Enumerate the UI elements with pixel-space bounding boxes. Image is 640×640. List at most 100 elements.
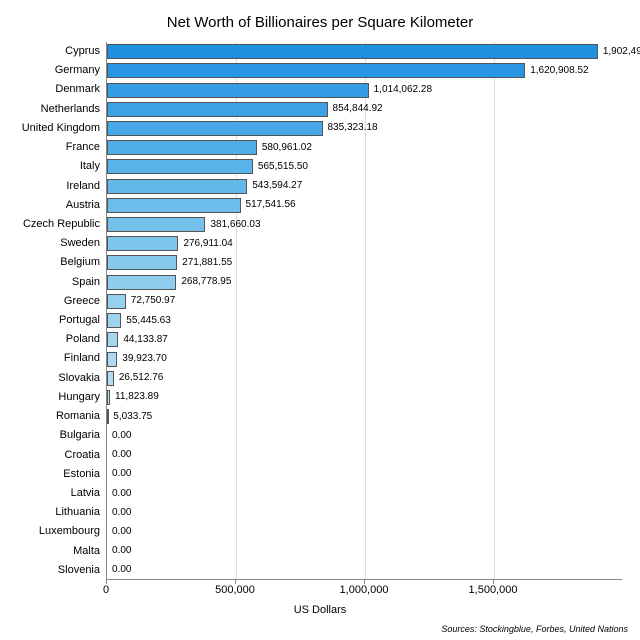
bar-value-label: 268,778.95 — [181, 276, 231, 287]
y-category-label: Croatia — [0, 446, 100, 465]
y-category-label: Czech Republic — [0, 215, 100, 234]
bar — [107, 179, 247, 194]
bar-row: 44,133.87 — [107, 330, 622, 349]
y-category-label: Cyprus — [0, 42, 100, 61]
bar — [107, 255, 177, 270]
bar-row: 381,660.03 — [107, 215, 622, 234]
bar — [107, 332, 118, 347]
bar-value-label: 0.00 — [112, 507, 131, 518]
bar-row: 5,033.75 — [107, 407, 622, 426]
bar-row: 0.00 — [107, 561, 622, 580]
y-category-label: Estonia — [0, 465, 100, 484]
y-category-label: Germany — [0, 61, 100, 80]
bar-value-label: 1,014,062.28 — [374, 84, 432, 95]
bar — [107, 275, 176, 290]
y-category-label: Portugal — [0, 311, 100, 330]
y-category-label: United Kingdom — [0, 119, 100, 138]
bar — [107, 83, 369, 98]
x-tick-label: 1,500,000 — [469, 584, 518, 596]
bar-value-label: 5,033.75 — [113, 411, 152, 422]
plot-area: 1,902,497.03 1,620,908.52 1,014,062.28 854,… — [106, 42, 622, 580]
bar-value-label: 0.00 — [112, 449, 131, 460]
bar — [107, 371, 114, 386]
bar-value-label: 0.00 — [112, 564, 131, 575]
x-tick-label: 500,000 — [215, 584, 255, 596]
y-category-label: Belgium — [0, 253, 100, 272]
bar-value-label: 517,541.56 — [246, 199, 296, 210]
bar-row: 11,823.89 — [107, 388, 622, 407]
bar-value-label: 55,445.63 — [126, 315, 171, 326]
y-category-label: Slovenia — [0, 561, 100, 580]
bar-value-label: 0.00 — [112, 526, 131, 537]
bar-row: 517,541.56 — [107, 196, 622, 215]
y-category-label: Finland — [0, 349, 100, 368]
bar-row: 835,323.18 — [107, 119, 622, 138]
bar-value-label: 580,961.02 — [262, 142, 312, 153]
bar-row: 55,445.63 — [107, 311, 622, 330]
bar-row: 580,961.02 — [107, 138, 622, 157]
y-category-label: Greece — [0, 292, 100, 311]
bar — [107, 159, 253, 174]
x-tick-label: 0 — [103, 584, 109, 596]
bar-row: 0.00 — [107, 446, 622, 465]
y-category-label: France — [0, 138, 100, 157]
bar-value-label: 1,620,908.52 — [530, 65, 588, 76]
bar-row: 39,923.70 — [107, 349, 622, 368]
bar-value-label: 0.00 — [112, 430, 131, 441]
bar-row: 276,911.04 — [107, 234, 622, 253]
bar-row: 0.00 — [107, 503, 622, 522]
bar-row: 0.00 — [107, 465, 622, 484]
bar-value-label: 1,902,497.03 — [603, 46, 640, 57]
bar — [107, 236, 178, 251]
y-category-label: Spain — [0, 273, 100, 292]
bar — [107, 313, 121, 328]
chart-container: Net Worth of Billionaires per Square Kil… — [0, 0, 640, 640]
y-category-label: Lithuania — [0, 503, 100, 522]
bar — [107, 409, 109, 424]
bar-row: 0.00 — [107, 522, 622, 541]
bar-row: 854,844.92 — [107, 100, 622, 119]
bar — [107, 121, 323, 136]
bar-row: 0.00 — [107, 426, 622, 445]
bar — [107, 198, 241, 213]
bar-row: 0.00 — [107, 484, 622, 503]
sources-text: Sources: Stockingblue, Forbes, United Na… — [441, 624, 628, 634]
y-category-label: Malta — [0, 542, 100, 561]
y-category-label: Ireland — [0, 177, 100, 196]
bar — [107, 390, 110, 405]
y-category-label: Bulgaria — [0, 426, 100, 445]
y-category-label: Poland — [0, 330, 100, 349]
bar — [107, 44, 598, 59]
bar — [107, 63, 525, 78]
x-axis-label: US Dollars — [0, 604, 640, 616]
y-category-label: Italy — [0, 157, 100, 176]
bar-row: 1,620,908.52 — [107, 61, 622, 80]
bar-value-label: 39,923.70 — [122, 353, 167, 364]
bar-row: 26,512.76 — [107, 369, 622, 388]
bar-row: 0.00 — [107, 542, 622, 561]
bar-row: 1,014,062.28 — [107, 80, 622, 99]
bar-value-label: 0.00 — [112, 488, 131, 499]
bar-value-label: 543,594.27 — [252, 180, 302, 191]
bar-value-label: 854,844.92 — [333, 103, 383, 114]
bar — [107, 352, 117, 367]
y-category-label: Luxembourg — [0, 522, 100, 541]
bar-row: 271,881.55 — [107, 253, 622, 272]
bar-value-label: 381,660.03 — [210, 219, 260, 230]
y-category-label: Austria — [0, 196, 100, 215]
y-category-label: Hungary — [0, 388, 100, 407]
bar-value-label: 0.00 — [112, 468, 131, 479]
bar — [107, 102, 328, 117]
bar-row: 268,778.95 — [107, 273, 622, 292]
y-category-label: Slovakia — [0, 369, 100, 388]
bar-row: 72,750.97 — [107, 292, 622, 311]
y-category-label: Latvia — [0, 484, 100, 503]
bar-value-label: 11,823.89 — [115, 391, 159, 402]
bar-row: 543,594.27 — [107, 177, 622, 196]
bar-row: 565,515.50 — [107, 157, 622, 176]
bar-value-label: 72,750.97 — [131, 295, 176, 306]
bar — [107, 294, 126, 309]
bar — [107, 217, 205, 232]
bar-value-label: 44,133.87 — [123, 334, 168, 345]
bar-row: 1,902,497.03 — [107, 42, 622, 61]
